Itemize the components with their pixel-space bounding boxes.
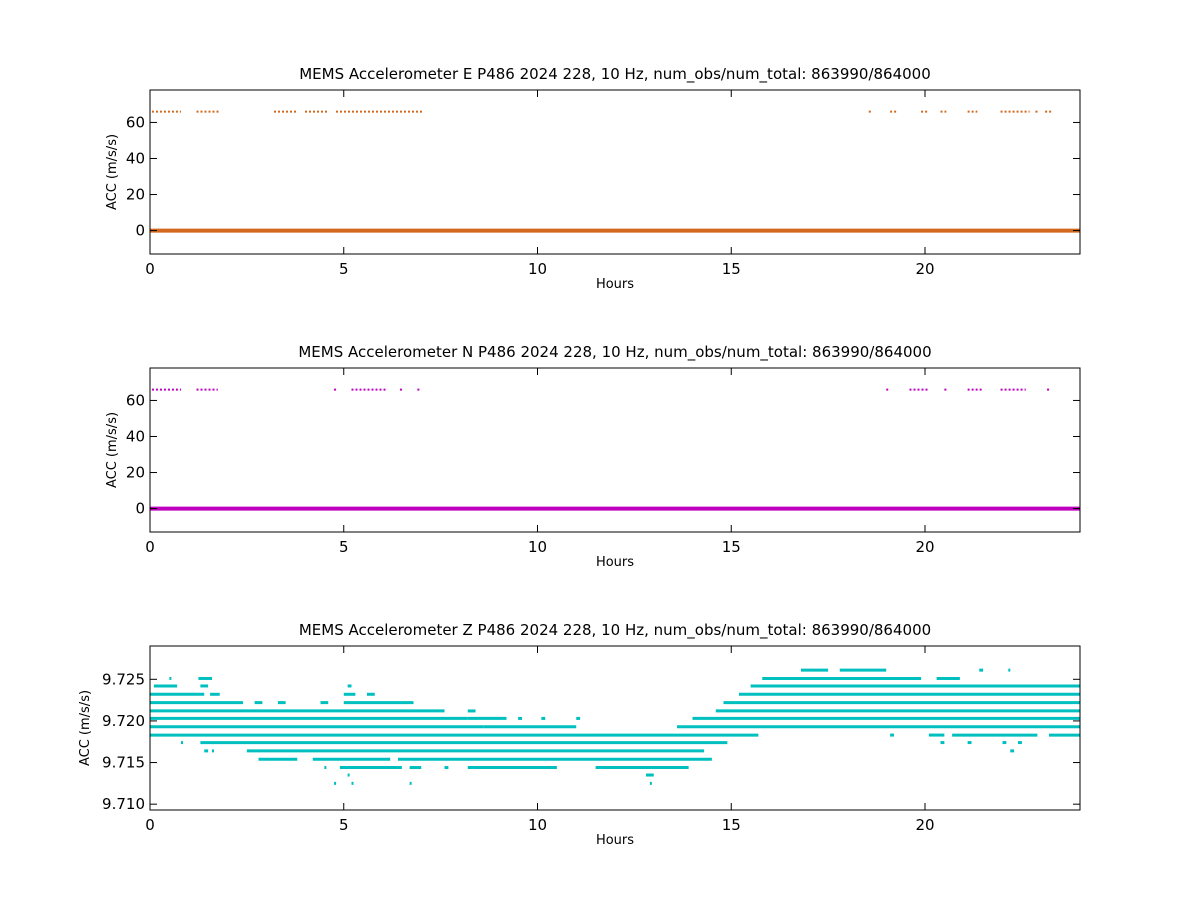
ticks-layer: 0 5 10 15 20 0 20 40 60 xyxy=(126,368,1080,556)
x-tick-label: 10 xyxy=(528,260,547,278)
chart-panel-e: MEMS Accelerometer E P486 2024 228, 10 H… xyxy=(105,65,1081,292)
y-axis-label: ACC (m/s/s) xyxy=(78,690,93,766)
y-tick-label: 9.715 xyxy=(102,754,145,772)
x-tick-label: 0 xyxy=(145,538,155,556)
x-tick-label: 10 xyxy=(528,816,547,834)
marks-layer xyxy=(150,388,1080,511)
chart-panel-z: MEMS Accelerometer Z P486 2024 228, 10 H… xyxy=(78,621,1081,848)
x-tick-label: 20 xyxy=(915,538,934,556)
plot-frame xyxy=(149,367,1081,533)
chart-panel-n: MEMS Accelerometer N P486 2024 228, 10 H… xyxy=(105,343,1081,570)
marks-layer xyxy=(150,110,1080,233)
marks-layer xyxy=(150,668,1080,785)
y-tick-label: 40 xyxy=(126,149,145,167)
x-tick-label: 5 xyxy=(339,816,349,834)
y-tick-label: 9.720 xyxy=(102,712,145,730)
y-tick-label: 9.725 xyxy=(102,670,145,688)
y-axis-label: ACC (m/s/s) xyxy=(105,134,120,210)
y-axis-label: ACC (m/s/s) xyxy=(105,412,120,488)
x-tick-label: 15 xyxy=(722,816,741,834)
y-tick-label: 20 xyxy=(126,464,145,482)
chart-title: MEMS Accelerometer Z P486 2024 228, 10 H… xyxy=(299,621,931,640)
x-tick-label: 10 xyxy=(528,538,547,556)
x-axis-label: Hours xyxy=(596,555,634,570)
y-tick-label: 0 xyxy=(135,500,145,518)
ticks-layer: 0 5 10 15 20 0 20 40 60 xyxy=(126,90,1080,278)
x-tick-label: 5 xyxy=(339,538,349,556)
chart-title: MEMS Accelerometer N P486 2024 228, 10 H… xyxy=(298,343,931,362)
ticks-layer: 0 5 10 15 20 9.710 9.715 9.720 9.725 xyxy=(102,646,1080,834)
x-tick-label: 5 xyxy=(339,260,349,278)
y-tick-label: 9.710 xyxy=(102,795,145,813)
x-tick-label: 0 xyxy=(145,260,155,278)
plot-frame xyxy=(149,89,1081,255)
x-tick-label: 20 xyxy=(915,260,934,278)
y-tick-label: 40 xyxy=(126,427,145,445)
chart-title: MEMS Accelerometer E P486 2024 228, 10 H… xyxy=(299,65,931,84)
y-tick-label: 60 xyxy=(126,113,145,131)
x-axis-label: Hours xyxy=(596,833,634,848)
y-tick-label: 60 xyxy=(126,391,145,409)
x-tick-label: 0 xyxy=(145,816,155,834)
x-axis-label: Hours xyxy=(596,277,634,292)
y-tick-label: 20 xyxy=(126,186,145,204)
x-tick-label: 20 xyxy=(915,816,934,834)
y-tick-label: 0 xyxy=(135,222,145,240)
plot-frame xyxy=(149,645,1081,811)
x-tick-label: 15 xyxy=(722,260,741,278)
x-tick-label: 15 xyxy=(722,538,741,556)
